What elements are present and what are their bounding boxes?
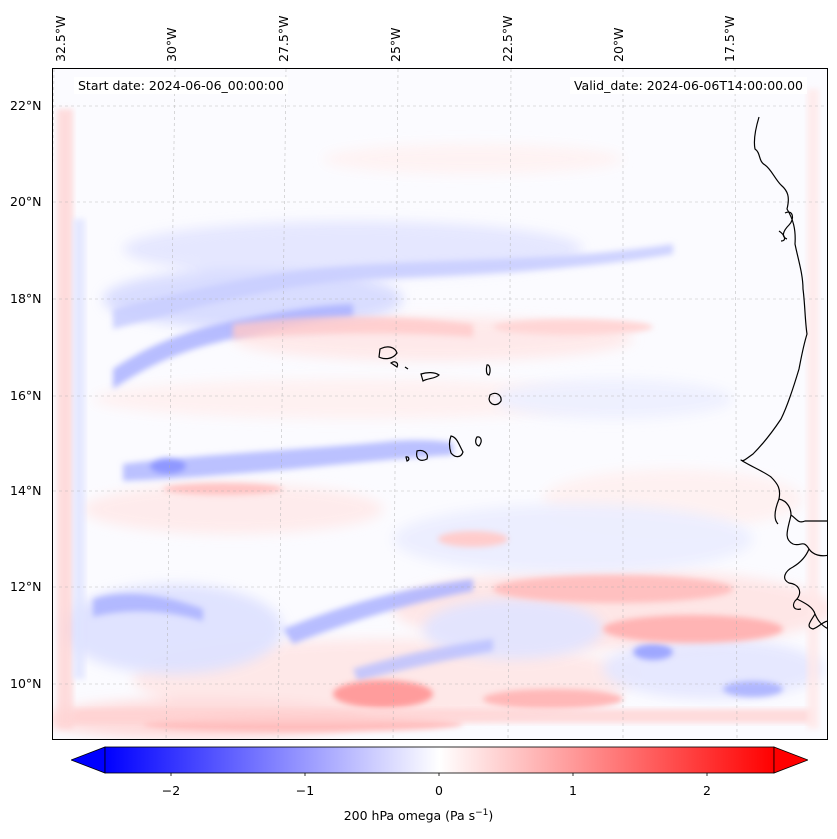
lon-label-32-5w: 32.5°W [53, 15, 68, 62]
lon-label-25w: 25°W [388, 27, 403, 62]
lon-label-20w: 20°W [611, 27, 626, 62]
lat-label-22n: 22°N [10, 98, 42, 113]
island-santiago [448, 435, 464, 458]
colorbar-min-extension [71, 746, 106, 774]
lat-label-12n: 12°N [10, 579, 42, 594]
lon-label-22-5w: 22.5°W [500, 15, 515, 62]
map-frame [52, 68, 828, 740]
lon-label-17-5w: 17.5°W [722, 15, 737, 62]
colorbar-tick-minus-1: −1 [295, 783, 315, 798]
colorbar-label: 200 hPa omega (Pa s−1) [343, 808, 494, 824]
island-sao-vicente [389, 361, 399, 368]
valid-date-annotation: Valid_date: 2024-06-06T14:00:00.00 [569, 77, 807, 94]
colorbar [71, 746, 808, 776]
omega-field-map [53, 69, 827, 739]
coastlines [740, 116, 827, 630]
lat-label-10n: 10°N [10, 676, 42, 691]
start-date-annotation: Start date: 2024-06-06_00:00:00 [74, 77, 288, 94]
cape-verde-islands [378, 346, 502, 462]
island-boa-vista [488, 392, 502, 406]
island-santa-luzia [404, 366, 409, 370]
colorbar-body [104, 746, 775, 774]
island-fogo [416, 449, 428, 461]
island-sal [485, 364, 491, 376]
island-maio [475, 436, 482, 447]
africa-coastline [740, 116, 827, 523]
colorbar-tick-0: 0 [435, 783, 443, 798]
lat-label-14n: 14°N [10, 483, 42, 498]
lat-label-18n: 18°N [10, 291, 42, 306]
colorbar-max-extension [773, 746, 808, 774]
graticule [53, 69, 827, 739]
lat-label-16n: 16°N [10, 388, 42, 403]
island-sao-nicolau [420, 372, 440, 382]
colorbar-tick-minus-2: −2 [161, 783, 181, 798]
lon-label-27-5w: 27.5°W [276, 15, 291, 62]
lon-label-30w: 30°W [164, 27, 179, 62]
island-brava [405, 456, 410, 462]
island-santo-antao [378, 346, 398, 360]
lat-label-20n: 20°N [10, 194, 42, 209]
colorbar-tick-2: 2 [703, 783, 711, 798]
colorbar-tick-1: 1 [569, 783, 577, 798]
